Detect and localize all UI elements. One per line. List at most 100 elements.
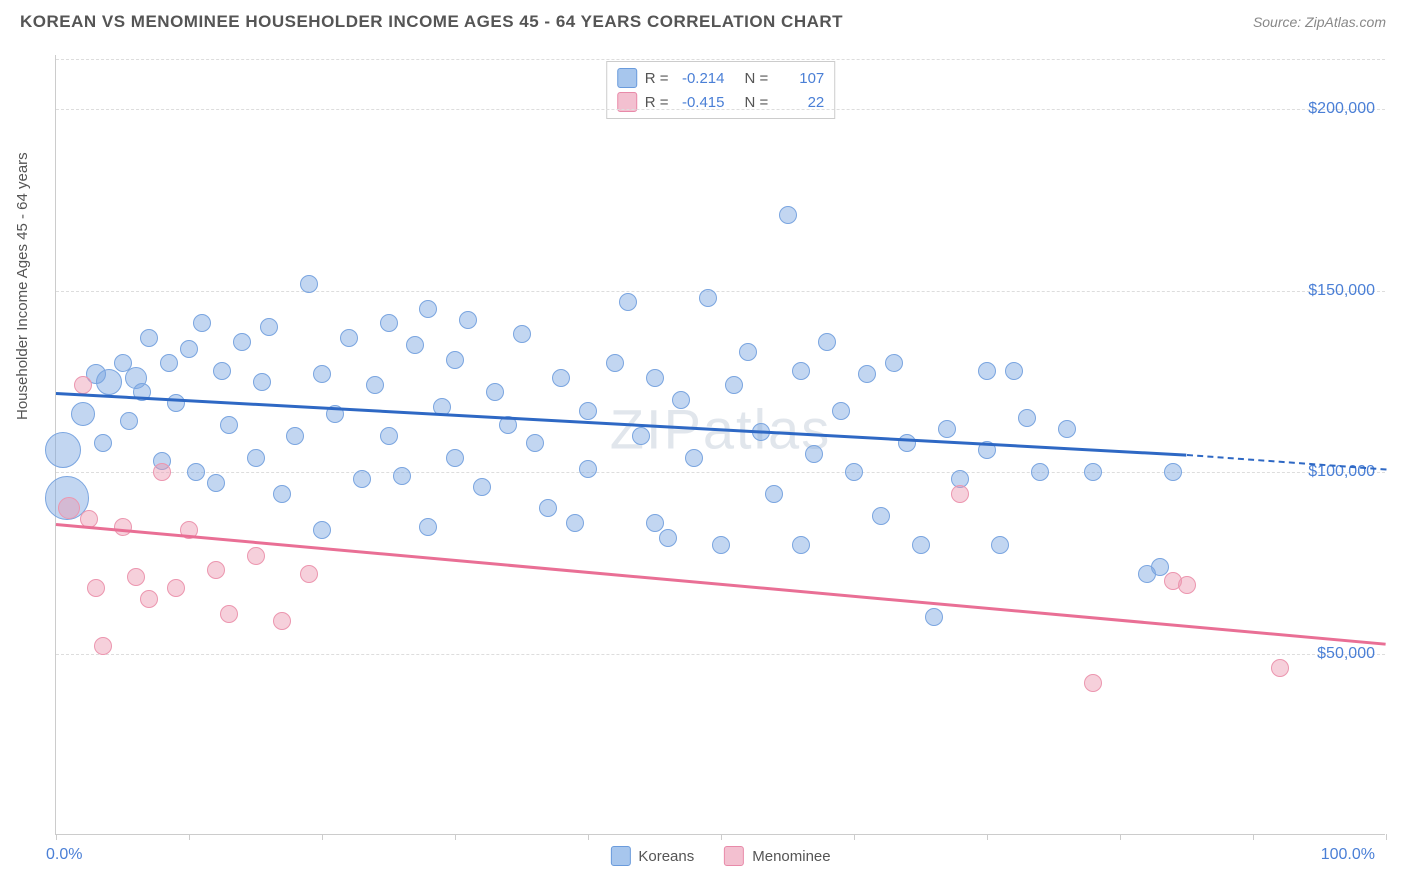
scatter-point (552, 369, 570, 387)
scatter-point (353, 470, 371, 488)
scatter-point (233, 333, 251, 351)
scatter-point (380, 314, 398, 332)
scatter-point (779, 206, 797, 224)
scatter-point (1164, 463, 1182, 481)
scatter-point (446, 351, 464, 369)
scatter-point (340, 329, 358, 347)
scatter-point (885, 354, 903, 372)
scatter-point (539, 499, 557, 517)
scatter-point (486, 383, 504, 401)
scatter-point (632, 427, 650, 445)
scatter-point (792, 362, 810, 380)
chart-title: KOREAN VS MENOMINEE HOUSEHOLDER INCOME A… (20, 12, 843, 32)
x-tick (987, 834, 988, 840)
scatter-point (167, 579, 185, 597)
scatter-point (247, 547, 265, 565)
scatter-point (96, 369, 122, 395)
scatter-point (273, 612, 291, 630)
scatter-point (180, 340, 198, 358)
scatter-point (978, 362, 996, 380)
scatter-point (1018, 409, 1036, 427)
scatter-point (74, 376, 92, 394)
scatter-point (366, 376, 384, 394)
scatter-point (1178, 576, 1196, 594)
scatter-point (832, 402, 850, 420)
scatter-point (872, 507, 890, 525)
scatter-point (253, 373, 271, 391)
x-tick (322, 834, 323, 840)
scatter-point (313, 365, 331, 383)
scatter-point (94, 637, 112, 655)
gridline (56, 291, 1385, 292)
chart-plot-area: ZIPatlas R =-0.214N =107R =-0.415N =22 0… (55, 55, 1385, 835)
scatter-point (566, 514, 584, 532)
scatter-point (58, 497, 80, 519)
scatter-point (406, 336, 424, 354)
scatter-point (286, 427, 304, 445)
scatter-point (1271, 659, 1289, 677)
gridline (56, 59, 1385, 60)
legend-row: R =-0.214N =107 (617, 66, 825, 90)
scatter-point (300, 565, 318, 583)
scatter-point (87, 579, 105, 597)
n-value: 22 (776, 94, 824, 111)
x-tick (1253, 834, 1254, 840)
scatter-point (526, 434, 544, 452)
scatter-point (220, 605, 238, 623)
scatter-point (765, 485, 783, 503)
scatter-point (1151, 558, 1169, 576)
y-tick-label: $150,000 (1308, 282, 1375, 300)
scatter-point (1005, 362, 1023, 380)
legend-swatch (724, 846, 744, 866)
scatter-point (260, 318, 278, 336)
scatter-point (393, 467, 411, 485)
scatter-point (991, 536, 1009, 554)
y-axis-label: Householder Income Ages 45 - 64 years (14, 152, 31, 420)
scatter-point (380, 427, 398, 445)
x-tick (189, 834, 190, 840)
scatter-point (646, 369, 664, 387)
scatter-point (699, 289, 717, 307)
x-tick (56, 834, 57, 840)
series-legend: KoreansMenominee (610, 846, 830, 866)
scatter-point (419, 300, 437, 318)
scatter-point (45, 432, 81, 468)
legend-swatch (610, 846, 630, 866)
r-label: R = (645, 94, 669, 111)
scatter-point (925, 608, 943, 626)
scatter-point (845, 463, 863, 481)
scatter-point (127, 568, 145, 586)
n-label: N = (745, 94, 769, 111)
scatter-point (712, 536, 730, 554)
scatter-point (160, 354, 178, 372)
x-tick (721, 834, 722, 840)
x-tick (455, 834, 456, 840)
scatter-point (187, 463, 205, 481)
scatter-point (579, 460, 597, 478)
x-tick (1386, 834, 1387, 840)
gridline (56, 109, 1385, 110)
scatter-point (805, 445, 823, 463)
x-axis-max-label: 100.0% (1321, 846, 1375, 864)
x-axis-min-label: 0.0% (46, 846, 82, 864)
legend-swatch (617, 68, 637, 88)
scatter-point (153, 463, 171, 481)
scatter-point (659, 529, 677, 547)
scatter-point (300, 275, 318, 293)
y-tick-label: $200,000 (1308, 100, 1375, 118)
scatter-point (114, 518, 132, 536)
gridline (56, 472, 1385, 473)
x-tick (588, 834, 589, 840)
scatter-point (579, 402, 597, 420)
scatter-point (1058, 420, 1076, 438)
scatter-point (685, 449, 703, 467)
scatter-point (140, 590, 158, 608)
scatter-point (273, 485, 291, 503)
scatter-point (672, 391, 690, 409)
scatter-point (619, 293, 637, 311)
legend-item: Koreans (610, 846, 694, 866)
n-value: 107 (776, 70, 824, 87)
scatter-point (473, 478, 491, 496)
scatter-point (193, 314, 211, 332)
x-tick (854, 834, 855, 840)
